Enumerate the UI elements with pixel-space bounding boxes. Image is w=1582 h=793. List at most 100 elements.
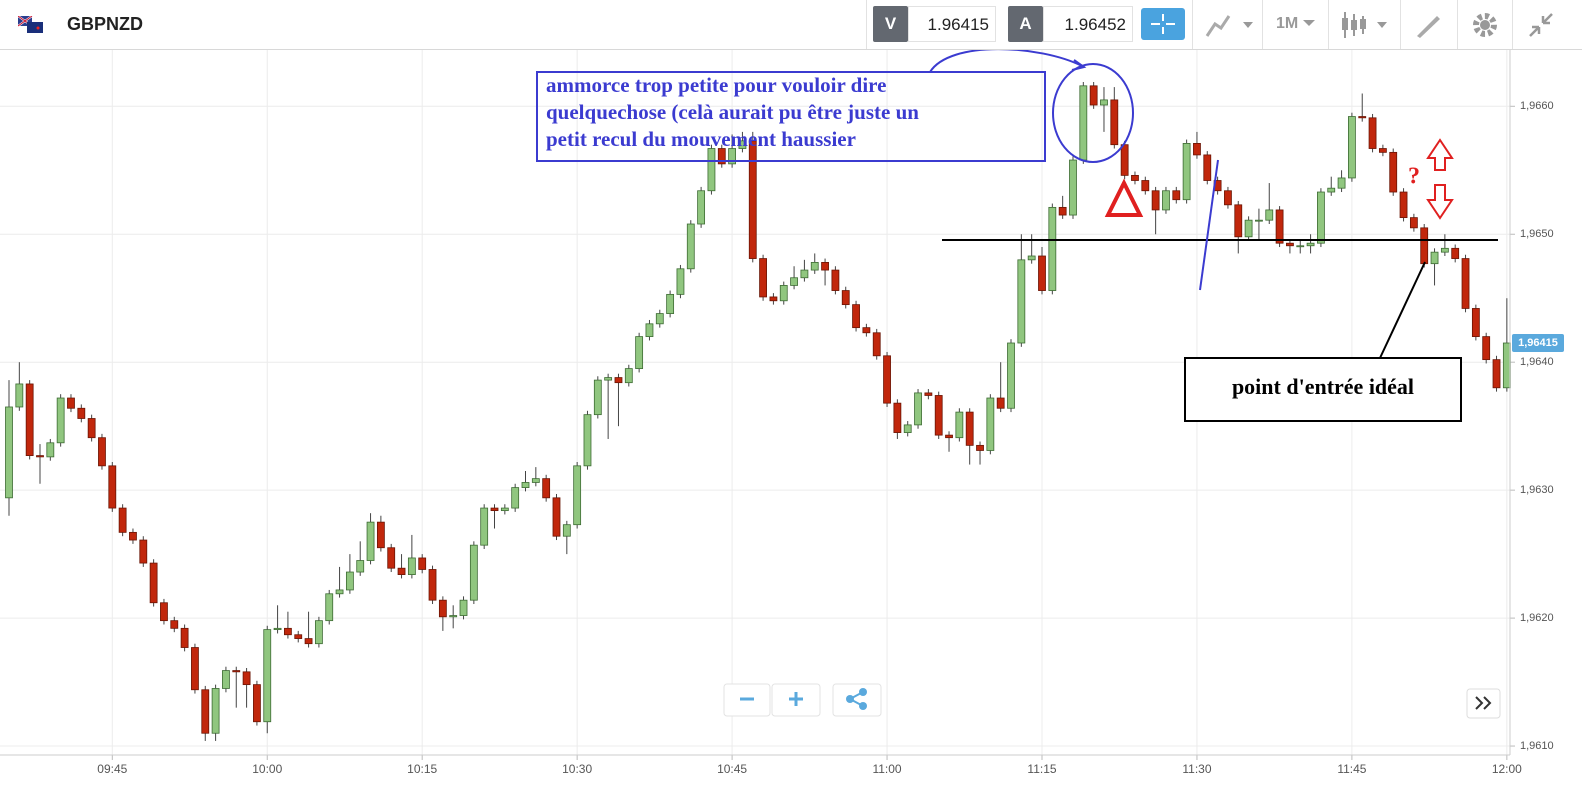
candle-body <box>1306 242 1315 247</box>
candle-body <box>666 293 675 314</box>
candle-body <box>862 327 871 334</box>
candle-body <box>1172 190 1181 201</box>
candle-body <box>531 478 540 483</box>
share-button[interactable] <box>832 683 882 717</box>
candle-body <box>335 589 344 595</box>
candle-body <box>1440 247 1449 253</box>
x-tick-label: 11:30 <box>1182 762 1211 776</box>
candle-body <box>1193 143 1201 156</box>
candle-body <box>438 599 447 618</box>
candle-body <box>934 395 943 436</box>
candle-body <box>593 379 602 416</box>
settings-button[interactable] <box>1471 11 1499 39</box>
candle-body <box>1378 148 1387 153</box>
share-dot <box>859 688 867 696</box>
candle-body <box>831 269 840 291</box>
note-line: petit recul du mouvement haussier <box>546 127 856 151</box>
candle-body <box>635 336 644 369</box>
candle-body <box>748 140 757 259</box>
candle-body <box>1079 85 1088 161</box>
candle-body <box>87 418 96 439</box>
candle-body <box>98 437 106 467</box>
candle-body <box>697 190 706 225</box>
buy-label[interactable]: A <box>1008 6 1043 42</box>
candle-body <box>624 368 633 384</box>
y-tick-label: 1,9620 <box>1520 612 1554 624</box>
candle-body <box>345 571 354 591</box>
plus-icon <box>789 692 803 706</box>
entry-label: point d'entrée idéal <box>1232 374 1414 399</box>
candle-body <box>1337 177 1346 189</box>
candle-body <box>5 406 13 499</box>
candle-body <box>728 148 736 165</box>
candle-body <box>604 377 613 381</box>
candle-body <box>1110 99 1119 146</box>
candle-body <box>273 627 282 631</box>
y-tick-label: 1,9660 <box>1520 100 1554 112</box>
separator <box>1457 0 1458 49</box>
double-chevron-icon <box>1475 696 1492 710</box>
candle-body <box>872 332 881 357</box>
candle-body <box>201 689 210 734</box>
x-tick-label: 10:00 <box>252 762 282 776</box>
candle-body <box>1286 242 1294 247</box>
candle-type-button[interactable] <box>1340 10 1390 40</box>
x-tick-label: 10:30 <box>562 762 592 776</box>
candle-body <box>614 377 623 384</box>
candle-body <box>356 560 365 573</box>
zoom-controls <box>723 683 1501 719</box>
candle-body <box>139 539 148 564</box>
candle-body <box>1358 116 1367 119</box>
candle-body <box>1141 180 1150 192</box>
sell-label[interactable]: V <box>873 6 908 42</box>
candle-body <box>841 290 850 306</box>
candle-body <box>1027 255 1036 261</box>
collapse-button[interactable] <box>1527 11 1555 39</box>
candle-body <box>1048 206 1057 291</box>
scroll-end-button[interactable] <box>1466 688 1501 719</box>
candle-body <box>1399 191 1408 219</box>
candle-body <box>1017 259 1026 344</box>
candle-body <box>903 424 912 433</box>
candle-body <box>1058 206 1067 216</box>
crosshair-button[interactable] <box>1141 8 1185 40</box>
candle-body <box>304 638 313 645</box>
candle-body <box>1502 342 1511 389</box>
share-dot <box>859 702 867 710</box>
candle-body <box>583 414 592 467</box>
candle-body <box>129 531 137 541</box>
candle-body <box>67 397 75 409</box>
x-tick-label: 11:15 <box>1027 762 1056 776</box>
y-tick-label: 1,9640 <box>1520 356 1554 368</box>
candle-body <box>800 269 809 279</box>
candle-body <box>769 296 778 302</box>
candle-body <box>407 557 416 575</box>
candle-body <box>1131 174 1139 181</box>
chart-type-button[interactable] <box>1205 10 1255 40</box>
candle-body <box>1224 190 1232 206</box>
candle-body <box>449 615 458 618</box>
candle-body <box>883 355 891 404</box>
last-price-label: 1,96415 <box>1518 337 1558 349</box>
candle-body <box>232 670 241 673</box>
candle-body <box>191 647 199 691</box>
candle-body <box>707 148 716 192</box>
timeframe[interactable]: 1M <box>1276 15 1299 32</box>
candle-body <box>1409 217 1418 229</box>
buy-price[interactable]: 1.96452 <box>1043 6 1133 42</box>
candle-body <box>1007 342 1015 409</box>
draw-button[interactable] <box>1415 12 1441 38</box>
candle-body <box>573 465 582 526</box>
highlight-circle <box>1052 63 1134 163</box>
sell-price[interactable]: 1.96415 <box>908 6 996 42</box>
candle-body <box>387 547 396 569</box>
candle-body <box>1255 219 1263 222</box>
candle-body <box>366 521 375 561</box>
x-tick-label: 10:15 <box>407 762 437 776</box>
candle-body <box>428 569 437 601</box>
candle-body <box>996 397 1005 409</box>
candle-body <box>893 402 902 433</box>
candle-body <box>1162 190 1170 211</box>
last-price-marker <box>1512 334 1564 353</box>
